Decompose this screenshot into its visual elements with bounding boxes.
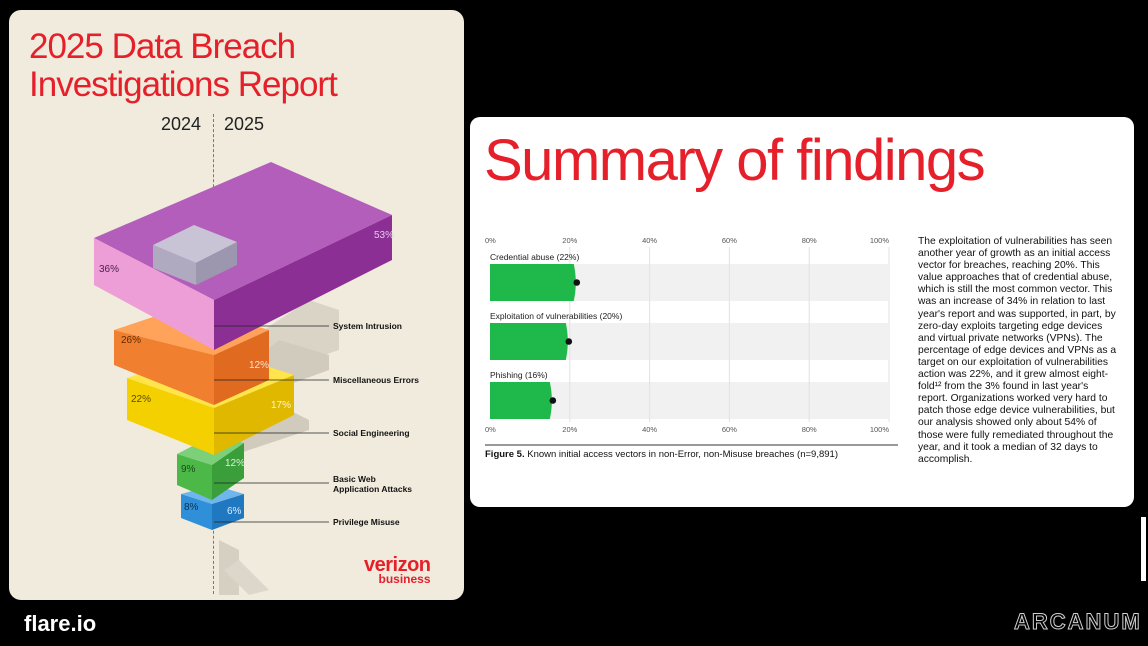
cover-title: 2025 Data Breach Investigations Report <box>29 28 449 104</box>
shadow-tail2 <box>224 560 269 595</box>
bar-track-2 <box>490 382 889 419</box>
layer-social-left <box>127 378 214 455</box>
pct-web-2025: 12% <box>225 458 245 469</box>
layer-social-right <box>214 375 294 455</box>
label-social-engineering: Social Engineering <box>333 428 410 438</box>
label-basic-web-line2: Application Attacks <box>333 484 412 494</box>
bar-2 <box>490 382 552 419</box>
layer-system-left <box>94 238 214 350</box>
slide-title: Summary of findings <box>484 128 986 193</box>
pct-social-2025: 17% <box>271 400 291 411</box>
tick-top-2: 40% <box>642 236 657 245</box>
bar-0 <box>490 264 576 301</box>
flare-brand: flare.io <box>24 611 97 636</box>
layer-misc-right <box>214 330 269 405</box>
bar-marker-2 <box>549 397 557 404</box>
bar-1 <box>490 323 568 360</box>
label-system-intrusion: System Intrusion <box>333 321 402 331</box>
cover-title-line1: 2025 Data Breach <box>29 27 296 66</box>
year-2024-label: 2024 <box>161 114 202 134</box>
tick-bottom-0: 0% <box>485 425 496 434</box>
cube-top <box>153 225 237 263</box>
report-cover: 2025 Data Breach Investigations Report 2… <box>9 10 464 600</box>
pct-misc-2024: 26% <box>121 335 141 346</box>
layer-web-left <box>177 454 212 500</box>
cover-title-line2: Investigations Report <box>29 65 338 104</box>
pct-privilege-2025: 6% <box>227 506 242 517</box>
tick-bottom-3: 60% <box>722 425 737 434</box>
label-privilege-misuse: Privilege Misuse <box>333 517 400 527</box>
layer-privilege-left <box>181 494 212 530</box>
tick-top-4: 80% <box>802 236 817 245</box>
label-basic-web: Basic Web <box>333 474 376 484</box>
bar-marker-1 <box>565 338 573 345</box>
tick-bottom-4: 80% <box>802 425 817 434</box>
pct-misc-2025: 12% <box>249 360 269 371</box>
pct-system-2024: 36% <box>99 264 119 275</box>
tick-top-3: 60% <box>722 236 737 245</box>
tick-top-1: 20% <box>562 236 577 245</box>
cube-right <box>196 242 237 285</box>
figure-number: Figure 5. <box>485 449 525 460</box>
tick-top-5: 100% <box>870 236 890 245</box>
pct-system-2025: 53% <box>374 230 394 241</box>
summary-slide: Summary of findings Credential abuse (22… <box>470 117 1134 507</box>
pct-privilege-2024: 8% <box>184 502 199 513</box>
bar-marker-0 <box>573 279 581 286</box>
tick-bottom-2: 40% <box>642 425 657 434</box>
figure-caption: Figure 5. Known initial access vectors i… <box>485 449 838 460</box>
bar-label-2: Phishing (16%) <box>490 370 548 380</box>
bar-label-0: Credential abuse (22%) <box>490 252 579 262</box>
access-vector-chart: Credential abuse (22%) Exploitation of vu… <box>485 236 898 446</box>
arcanum-watermark: ARCANUM <box>1014 609 1142 635</box>
layer-system-right <box>214 215 392 350</box>
pct-web-2024: 9% <box>181 464 196 475</box>
label-misc-errors: Miscellaneous Errors <box>333 375 419 385</box>
breach-pattern-pyramid: 36% 53% 26% 12% 22% 17% 9% 12% 8% 6% Sys… <box>94 162 419 595</box>
year-2025-label: 2025 <box>224 114 265 134</box>
layer-web-right <box>212 443 244 500</box>
summary-text: The exploitation of vulnerabilities has … <box>918 236 1117 465</box>
tick-bottom-5: 100% <box>870 425 890 434</box>
tick-top-0: 0% <box>485 236 496 245</box>
edge-bar <box>1141 517 1146 581</box>
pct-social-2024: 22% <box>131 394 151 405</box>
tick-bottom-1: 20% <box>562 425 577 434</box>
figure-text: Known initial access vectors in non-Erro… <box>524 449 838 460</box>
cube-left <box>153 245 196 285</box>
bar-label-1: Exploitation of vulnerabilities (20%) <box>490 311 622 321</box>
verizon-business-logo: verizon business <box>364 554 431 586</box>
layer-misc-left <box>114 330 214 405</box>
layer-privilege-right <box>212 494 244 530</box>
